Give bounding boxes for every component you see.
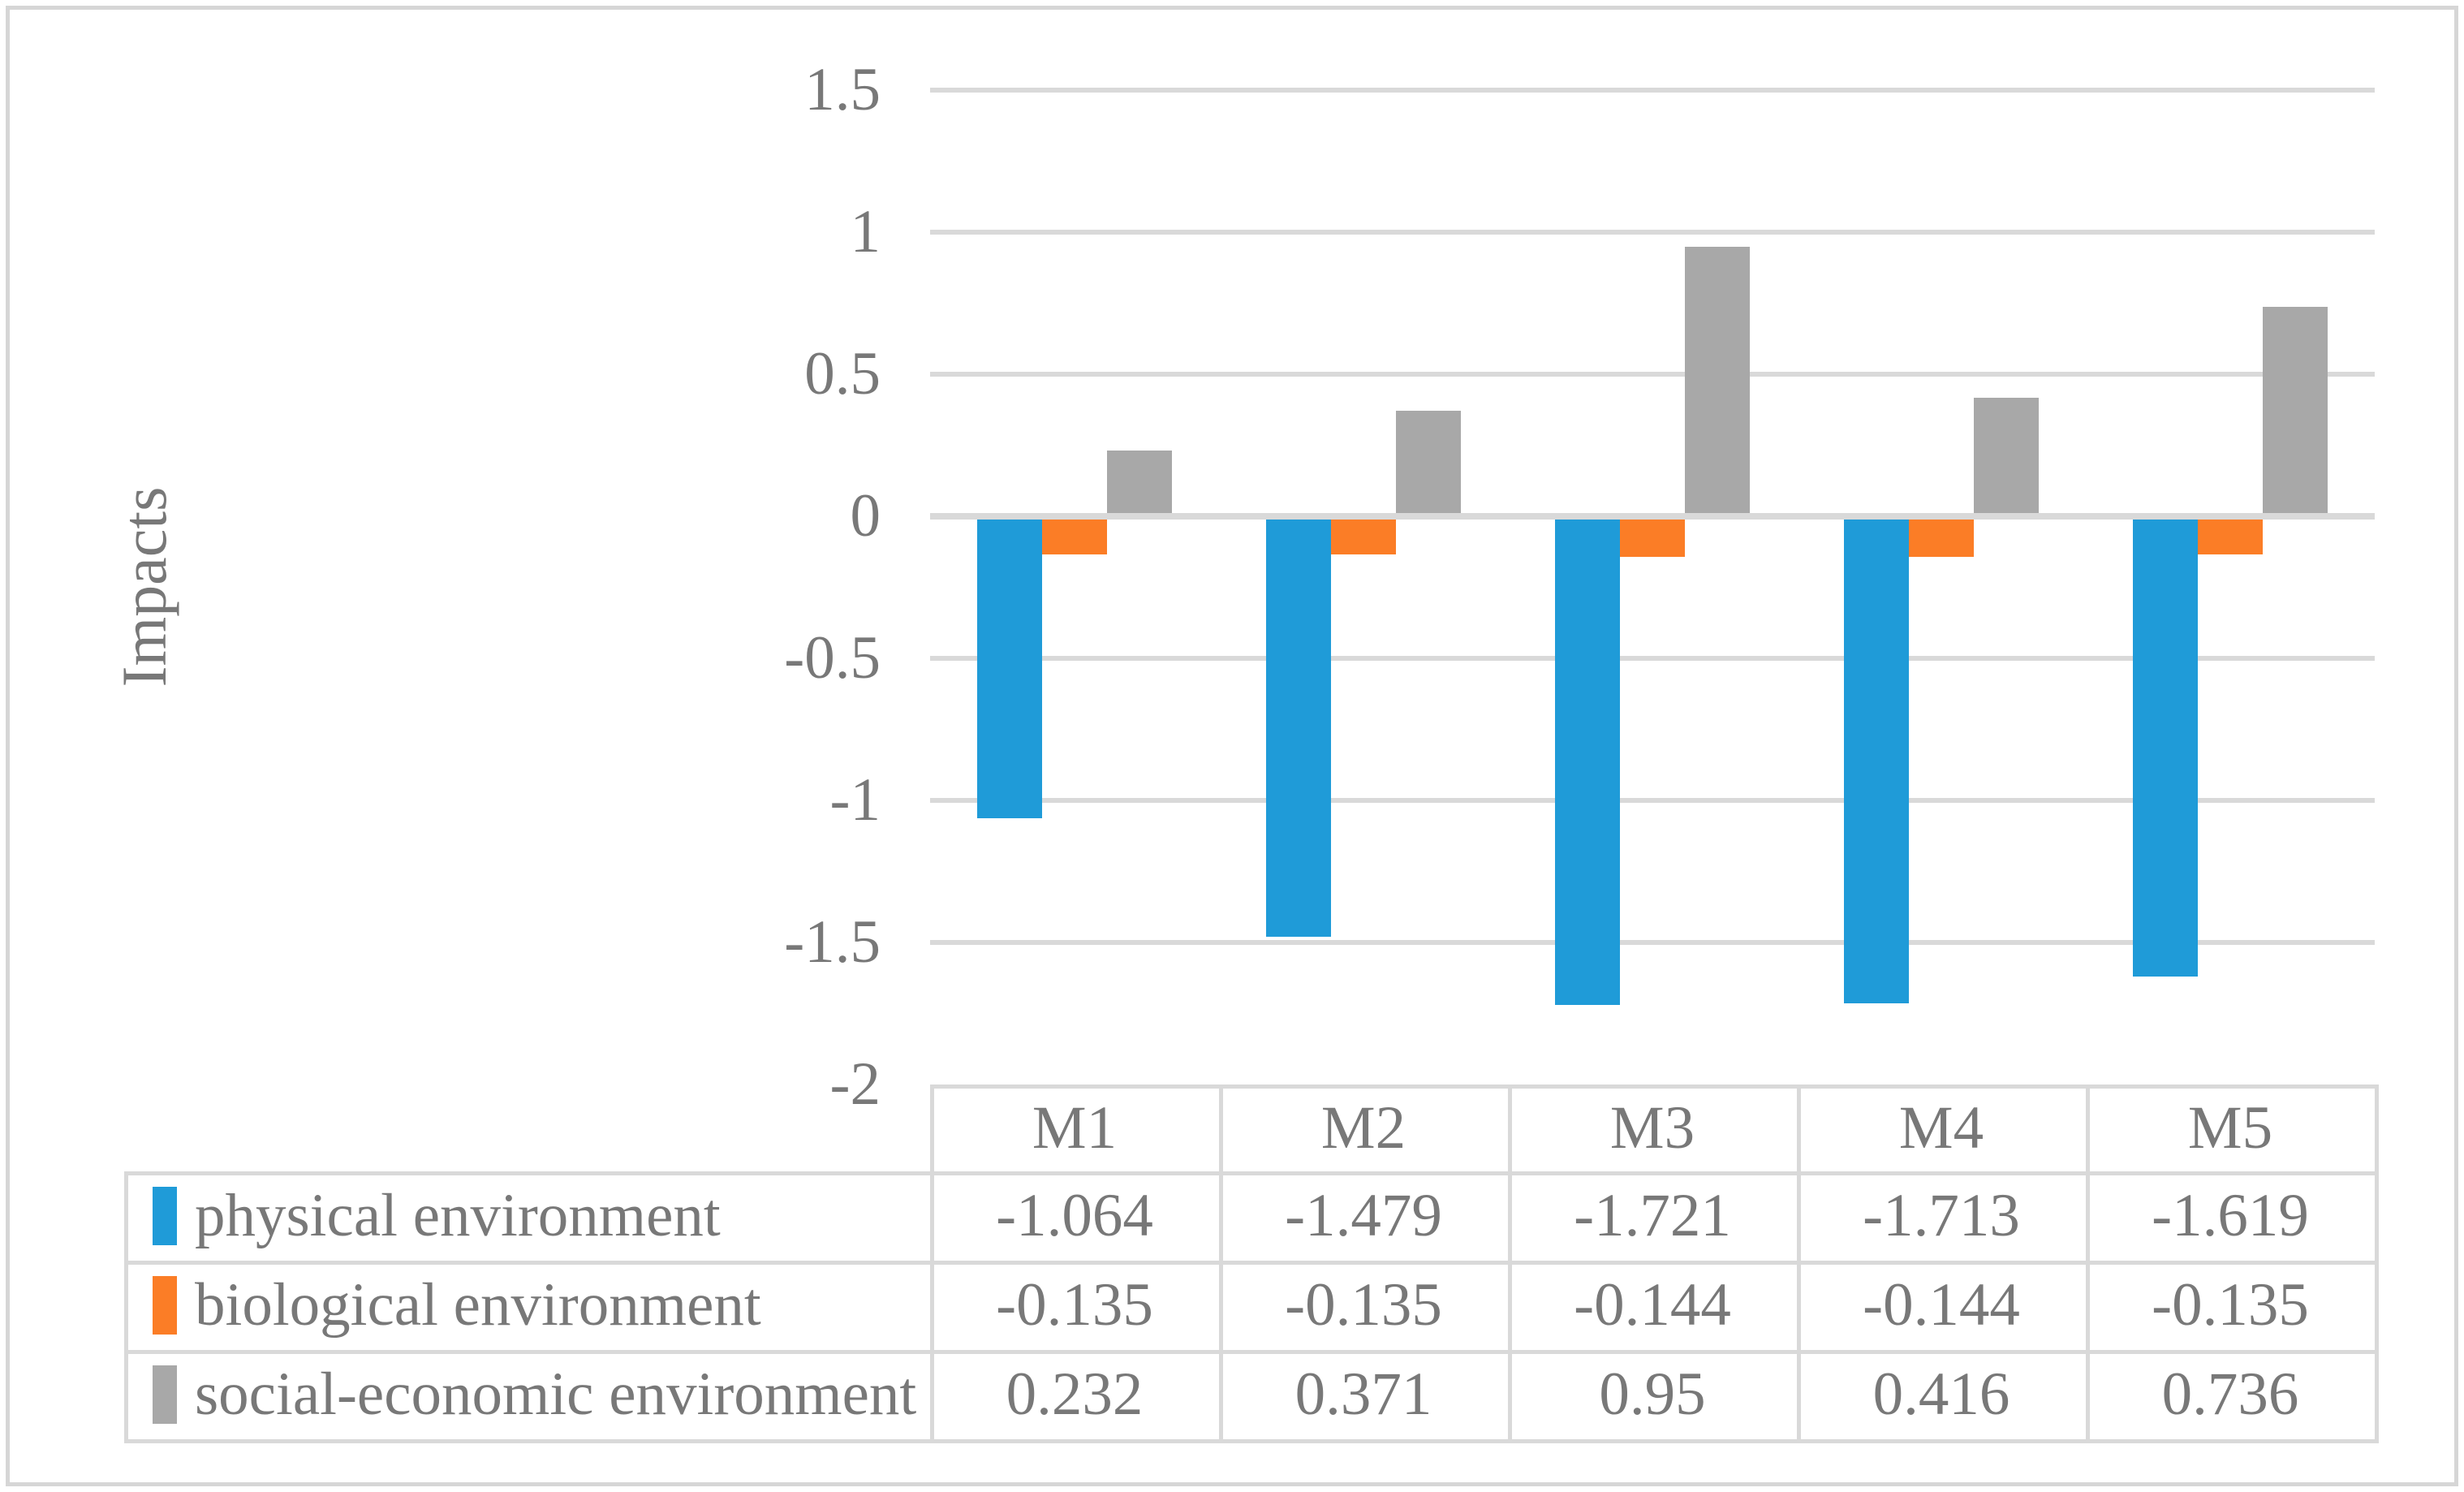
y-tick-label: 0 [850, 482, 881, 550]
bar-social-economic-environment-M4 [1974, 398, 2039, 516]
bar-biological-environment-M5 [2198, 516, 2263, 555]
table-value: -0.135 [996, 1271, 1153, 1339]
table-border [124, 1350, 2379, 1354]
gridline [930, 656, 2375, 661]
table-value: -0.144 [1863, 1271, 2020, 1339]
bar-biological-environment-M2 [1331, 516, 1396, 555]
table-border [124, 1171, 2379, 1175]
table-border [124, 1171, 128, 1443]
bar-physical-environment-M3 [1555, 516, 1620, 1006]
gridline [930, 88, 2375, 93]
table-header-m5: M5 [2187, 1094, 2273, 1162]
table-value: -1.713 [1863, 1182, 2020, 1249]
table-value: 0.232 [1006, 1360, 1144, 1428]
legend-label: social-economic environment [195, 1360, 917, 1428]
table-value: 0.416 [1872, 1360, 2010, 1428]
bar-physical-environment-M4 [1844, 516, 1909, 1003]
legend-row-physical-environment: physical environment [124, 1171, 930, 1261]
legend-row-social-economic-environment: social-economic environment [124, 1350, 930, 1439]
table-header-m4: M4 [1898, 1094, 1984, 1162]
y-axis-title: Impacts [109, 486, 179, 688]
table-header-m2: M2 [1320, 1094, 1406, 1162]
bar-physical-environment-M1 [977, 516, 1042, 819]
y-tick-label: 1.5 [804, 56, 881, 123]
legend-row-biological-environment: biological environment [124, 1261, 930, 1350]
chart-outer-border [6, 6, 2458, 1486]
table-header-m1: M1 [1032, 1094, 1118, 1162]
bar-biological-environment-M1 [1042, 516, 1107, 555]
table-value: -1.721 [1574, 1182, 1731, 1249]
table-value: 0.371 [1294, 1360, 1432, 1428]
table-value: -1.479 [1285, 1182, 1442, 1249]
table-border [1508, 1085, 1512, 1443]
y-tick-label: 1 [850, 198, 881, 265]
table-border [2375, 1085, 2379, 1443]
legend-swatch-biological-environment [153, 1276, 177, 1335]
table-border [1219, 1085, 1223, 1443]
y-tick-label: -2 [829, 1050, 881, 1118]
gridline [930, 940, 2375, 945]
table-border [930, 1085, 934, 1443]
table-border [1797, 1085, 1801, 1443]
bar-social-economic-environment-M5 [2263, 307, 2328, 516]
legend-swatch-physical-environment [153, 1187, 177, 1245]
table-value: 0.736 [2161, 1360, 2299, 1428]
gridline [930, 230, 2375, 235]
gridline [930, 798, 2375, 803]
bar-social-economic-environment-M1 [1107, 450, 1172, 516]
table-value: -0.135 [1285, 1271, 1442, 1339]
table-border [930, 1085, 2379, 1089]
table-value: -1.064 [996, 1182, 1153, 1249]
table-border [124, 1261, 2379, 1265]
bar-physical-environment-M2 [1266, 516, 1331, 937]
y-tick-label: 0.5 [804, 340, 881, 407]
bar-social-economic-environment-M2 [1396, 411, 1461, 516]
legend-label: biological environment [195, 1271, 761, 1339]
y-tick-label: -1 [829, 766, 881, 834]
table-border [124, 1439, 2379, 1443]
table-value: 0.95 [1599, 1360, 1706, 1428]
table-value: -0.144 [1574, 1271, 1731, 1339]
bar-biological-environment-M4 [1909, 516, 1974, 558]
axis-zero-line [930, 513, 2375, 520]
table-border [2086, 1085, 2090, 1443]
y-tick-label: -1.5 [784, 908, 881, 976]
legend-swatch-social-economic-environment [153, 1365, 177, 1424]
y-tick-label: -0.5 [784, 624, 881, 692]
bar-physical-environment-M5 [2133, 516, 2198, 977]
bar-social-economic-environment-M3 [1685, 246, 1750, 516]
table-value: -1.619 [2152, 1182, 2309, 1249]
table-header-m3: M3 [1609, 1094, 1695, 1162]
legend-label: physical environment [195, 1182, 721, 1249]
bar-biological-environment-M3 [1620, 516, 1685, 558]
table-value: -0.135 [2152, 1271, 2309, 1339]
gridline [930, 372, 2375, 377]
